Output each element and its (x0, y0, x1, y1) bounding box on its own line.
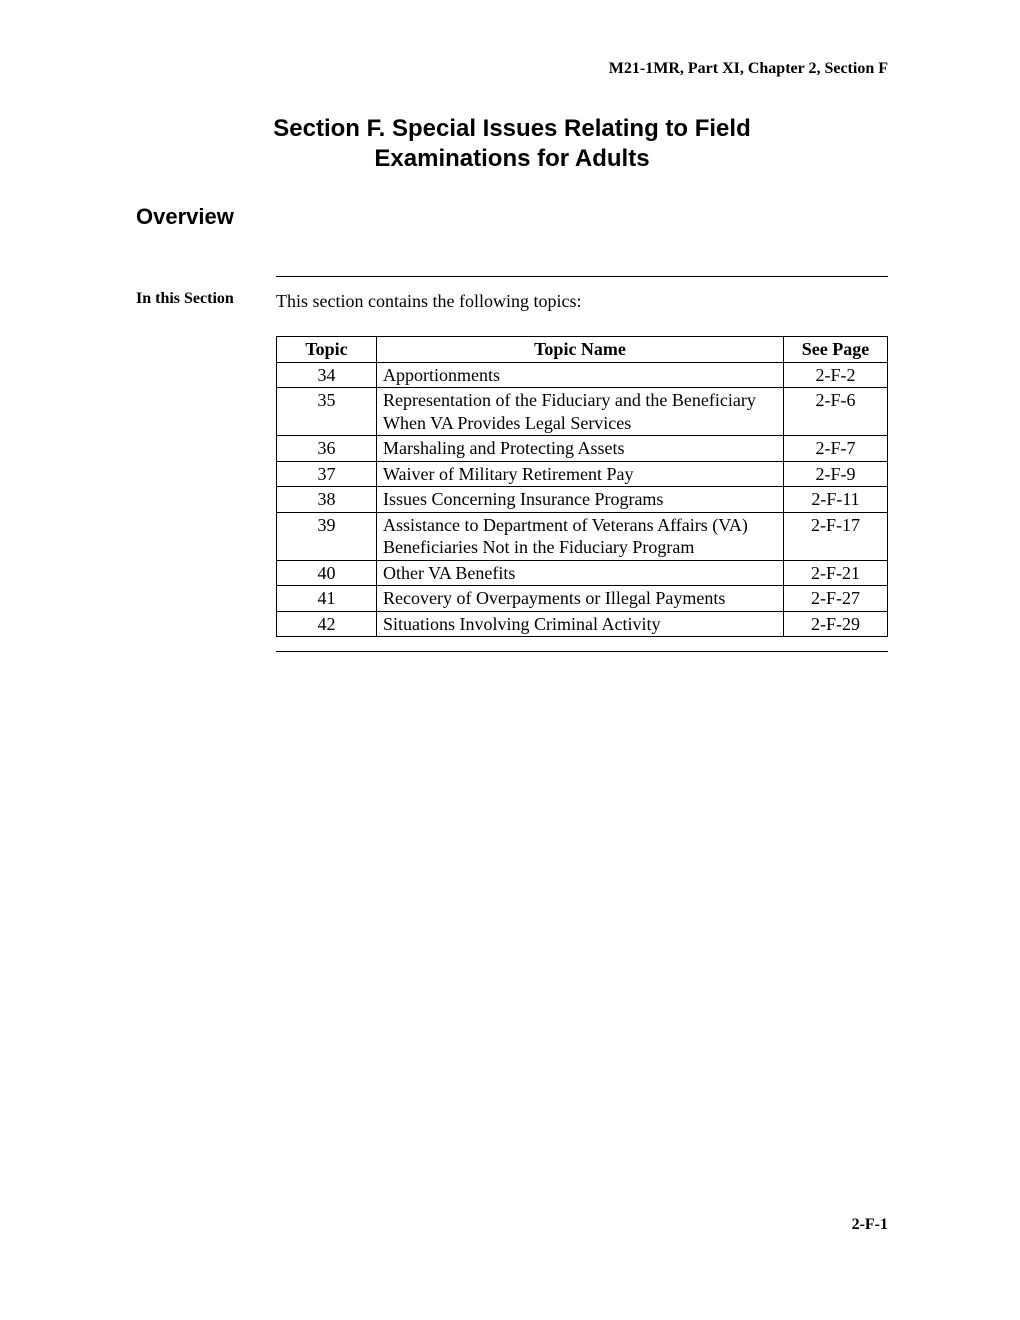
cell-name: Apportionments (377, 362, 784, 388)
cell-topic: 36 (277, 436, 377, 462)
cell-name: Recovery of Overpayments or Illegal Paym… (377, 586, 784, 612)
cell-topic: 42 (277, 611, 377, 637)
header-see-page: See Page (784, 337, 888, 363)
cell-page: 2-F-21 (784, 560, 888, 586)
page-number: 2-F-1 (852, 1216, 888, 1234)
table-row: 34 Apportionments 2-F-2 (277, 362, 888, 388)
table-row: 37 Waiver of Military Retirement Pay 2-F… (277, 461, 888, 487)
cell-page: 2-F-7 (784, 436, 888, 462)
overview-heading: Overview (136, 204, 888, 230)
topics-table: Topic Topic Name See Page 34 Apportionme… (276, 336, 888, 637)
cell-topic: 38 (277, 487, 377, 513)
divider-bottom (276, 651, 888, 652)
cell-page: 2-F-29 (784, 611, 888, 637)
content-row: In this Section This section contains th… (136, 276, 888, 652)
cell-page: 2-F-27 (784, 586, 888, 612)
cell-topic: 34 (277, 362, 377, 388)
cell-name: Situations Involving Criminal Activity (377, 611, 784, 637)
cell-page: 2-F-9 (784, 461, 888, 487)
header-topic-name: Topic Name (377, 337, 784, 363)
cell-name: Marshaling and Protecting Assets (377, 436, 784, 462)
intro-text: This section contains the following topi… (276, 291, 888, 312)
table-row: 42 Situations Involving Criminal Activit… (277, 611, 888, 637)
table-row: 40 Other VA Benefits 2-F-21 (277, 560, 888, 586)
header-topic: Topic (277, 337, 377, 363)
cell-topic: 40 (277, 560, 377, 586)
cell-topic: 41 (277, 586, 377, 612)
cell-name: Assistance to Department of Veterans Aff… (377, 512, 784, 560)
side-label-column: In this Section (136, 276, 276, 308)
cell-name: Waiver of Military Retirement Pay (377, 461, 784, 487)
table-row: 39 Assistance to Department of Veterans … (277, 512, 888, 560)
table-row: 38 Issues Concerning Insurance Programs … (277, 487, 888, 513)
cell-topic: 39 (277, 512, 377, 560)
cell-name: Representation of the Fiduciary and the … (377, 388, 784, 436)
cell-page: 2-F-17 (784, 512, 888, 560)
table-row: 35 Representation of the Fiduciary and t… (277, 388, 888, 436)
section-title: Section F. Special Issues Relating to Fi… (136, 114, 888, 174)
cell-topic: 37 (277, 461, 377, 487)
cell-name: Issues Concerning Insurance Programs (377, 487, 784, 513)
title-line-2: Examinations for Adults (374, 145, 649, 172)
divider-top (276, 276, 888, 277)
cell-name: Other VA Benefits (377, 560, 784, 586)
table-row: 41 Recovery of Overpayments or Illegal P… (277, 586, 888, 612)
document-page: M21-1MR, Part XI, Chapter 2, Section F S… (0, 0, 1020, 652)
cell-topic: 35 (277, 388, 377, 436)
in-this-section-label: In this Section (136, 276, 276, 308)
cell-page: 2-F-11 (784, 487, 888, 513)
table-header-row: Topic Topic Name See Page (277, 337, 888, 363)
cell-page: 2-F-2 (784, 362, 888, 388)
table-row: 36 Marshaling and Protecting Assets 2-F-… (277, 436, 888, 462)
header-reference: M21-1MR, Part XI, Chapter 2, Section F (136, 60, 888, 78)
cell-page: 2-F-6 (784, 388, 888, 436)
main-column: This section contains the following topi… (276, 276, 888, 652)
title-line-1: Section F. Special Issues Relating to Fi… (273, 115, 750, 142)
